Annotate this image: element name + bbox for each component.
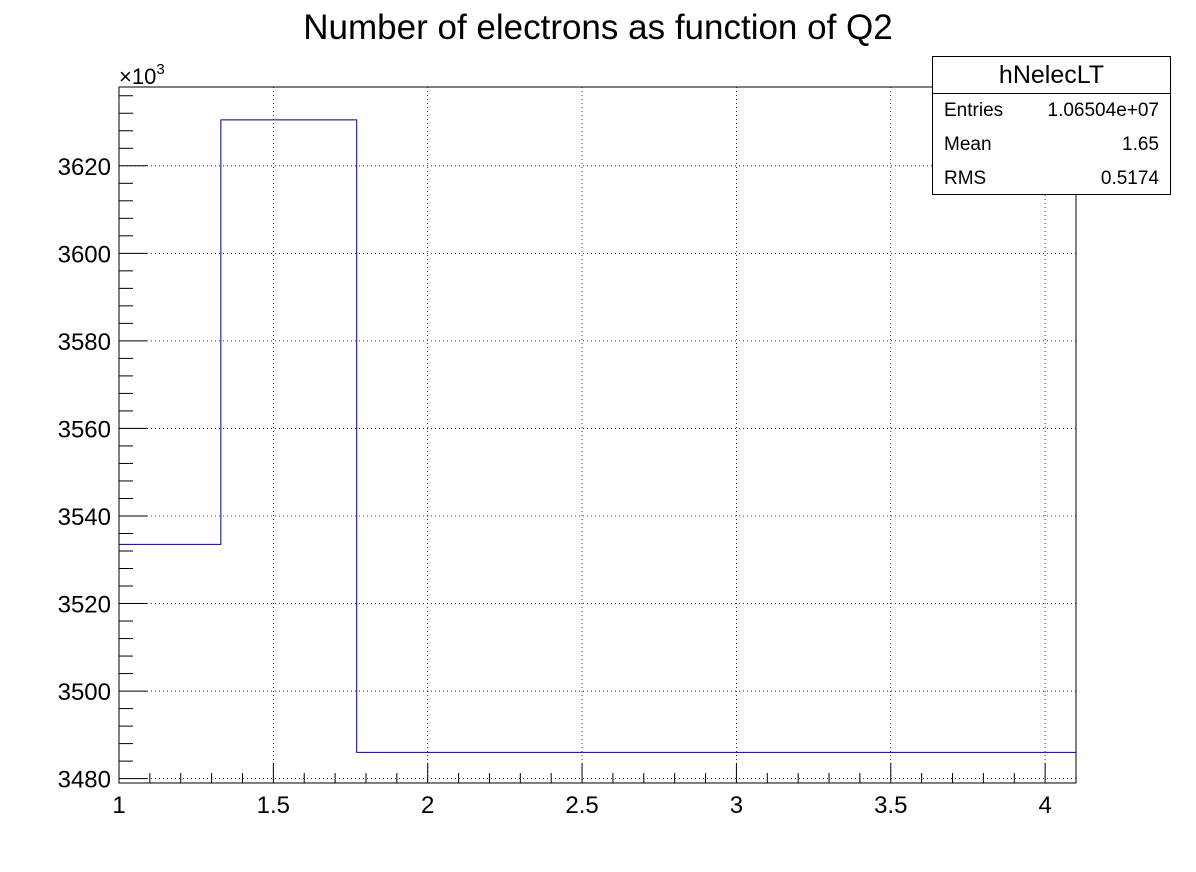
- y-tick-label: 3580: [58, 329, 111, 356]
- stats-box: hNelecLT Entries 1.06504e+07 Mean 1.65 R…: [932, 56, 1171, 195]
- x-tick-label: 4: [1038, 792, 1051, 819]
- stats-row-entries: Entries 1.06504e+07: [933, 94, 1170, 128]
- stats-key: Entries: [944, 100, 1004, 121]
- stats-row-mean: Mean 1.65: [933, 128, 1170, 162]
- grid-lines: [119, 87, 1076, 783]
- stats-value: 0.5174: [1100, 168, 1159, 189]
- stats-key: RMS: [944, 168, 987, 189]
- x-tick-label: 2: [421, 792, 434, 819]
- histogram-line: [119, 119, 1076, 753]
- x-tick-label: 2.5: [565, 792, 598, 819]
- y-tick-label: 3520: [58, 592, 111, 619]
- x-tick-label: 3: [730, 792, 743, 819]
- axis-ticks: [118, 95, 1077, 783]
- stats-value: 1.65: [1122, 134, 1159, 155]
- y-tick-label: 3480: [58, 767, 111, 794]
- y-tick-label: 3500: [58, 679, 111, 706]
- chart-title: Number of electrons as function of Q2: [303, 8, 893, 47]
- tick-labels: 1 1.5 2 2.5 3 3.5 4 3480 3500 3520 3540 3560 3580 360…: [58, 154, 1052, 819]
- y-tick-label: 3620: [58, 154, 111, 181]
- y-tick-label: 3540: [58, 504, 111, 531]
- y-tick-label: 3600: [58, 241, 111, 268]
- stats-row-rms: RMS 0.5174: [933, 162, 1170, 196]
- plot-frame: [118, 86, 1077, 784]
- stats-key: Mean: [944, 134, 992, 155]
- x-tick-label: 1.5: [257, 792, 290, 819]
- y-tick-label: 3560: [58, 416, 111, 443]
- x-tick-label: 3.5: [874, 792, 907, 819]
- y-exponent-label: ×103: [119, 61, 165, 89]
- stats-box-title: hNelecLT: [933, 57, 1170, 94]
- histogram-bars: [119, 119, 1076, 753]
- x-tick-label: 1: [112, 792, 125, 819]
- stats-value: 1.06504e+07: [1047, 100, 1159, 121]
